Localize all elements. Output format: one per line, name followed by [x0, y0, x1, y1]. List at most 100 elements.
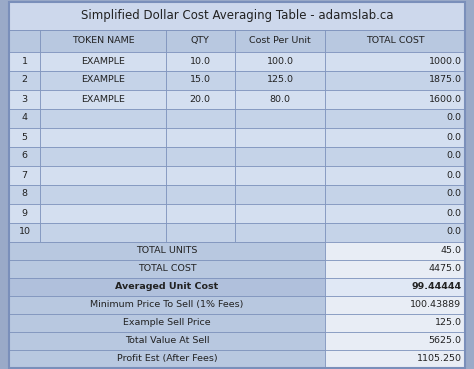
Bar: [326, 223, 465, 241]
Text: Total Value At Sell: Total Value At Sell: [125, 336, 209, 345]
Bar: [9, 331, 326, 349]
Bar: [166, 52, 235, 70]
Text: Profit Est (After Fees): Profit Est (After Fees): [117, 354, 217, 363]
Bar: [235, 166, 326, 184]
Text: TOKEN NAME: TOKEN NAME: [72, 36, 135, 45]
Bar: [9, 108, 40, 128]
Bar: [40, 90, 166, 108]
Bar: [235, 146, 326, 166]
Text: 125.0: 125.0: [435, 318, 462, 327]
Bar: [40, 108, 166, 128]
Text: Minimum Price To Sell (1% Fees): Minimum Price To Sell (1% Fees): [91, 300, 244, 309]
Bar: [40, 52, 166, 70]
Bar: [40, 203, 166, 223]
Bar: [326, 314, 465, 331]
Text: 5: 5: [21, 132, 27, 141]
Bar: [40, 128, 166, 146]
Text: 45.0: 45.0: [440, 246, 462, 255]
Text: 1: 1: [21, 56, 27, 66]
Text: 3: 3: [21, 94, 27, 103]
Text: 20.0: 20.0: [190, 94, 210, 103]
Bar: [326, 184, 465, 203]
Bar: [9, 166, 40, 184]
Bar: [326, 90, 465, 108]
Text: 1875.0: 1875.0: [428, 76, 462, 85]
Bar: [326, 259, 465, 277]
Bar: [166, 184, 235, 203]
Bar: [326, 146, 465, 166]
Bar: [9, 296, 326, 314]
Text: 1105.250: 1105.250: [417, 354, 462, 363]
Bar: [166, 223, 235, 241]
Bar: [9, 203, 40, 223]
Bar: [235, 203, 326, 223]
Bar: [235, 184, 326, 203]
Bar: [9, 30, 40, 52]
Text: 100.0: 100.0: [266, 56, 293, 66]
Bar: [9, 259, 326, 277]
Bar: [40, 146, 166, 166]
Bar: [9, 184, 40, 203]
Bar: [9, 70, 40, 90]
Bar: [9, 52, 40, 70]
Bar: [235, 90, 326, 108]
Text: 0.0: 0.0: [447, 170, 462, 179]
Text: 0.0: 0.0: [447, 208, 462, 217]
Bar: [326, 349, 465, 368]
Bar: [326, 166, 465, 184]
Text: 4: 4: [21, 114, 27, 123]
Bar: [166, 146, 235, 166]
Text: 15.0: 15.0: [190, 76, 210, 85]
Bar: [326, 203, 465, 223]
Bar: [40, 70, 166, 90]
Text: 2: 2: [21, 76, 27, 85]
Bar: [40, 184, 166, 203]
Bar: [235, 128, 326, 146]
Bar: [9, 277, 326, 296]
Bar: [9, 223, 40, 241]
Text: 99.44444: 99.44444: [411, 282, 462, 291]
Bar: [9, 349, 326, 368]
Bar: [326, 296, 465, 314]
Bar: [9, 90, 40, 108]
Bar: [9, 314, 326, 331]
Text: 9: 9: [21, 208, 27, 217]
Bar: [40, 166, 166, 184]
Bar: [326, 108, 465, 128]
Text: 125.0: 125.0: [266, 76, 293, 85]
Text: Simplified Dollar Cost Averaging Table - adamslab.ca: Simplified Dollar Cost Averaging Table -…: [81, 9, 393, 22]
Text: Example Sell Price: Example Sell Price: [123, 318, 211, 327]
Bar: [235, 52, 326, 70]
Bar: [235, 223, 326, 241]
Text: 10: 10: [18, 228, 30, 237]
Bar: [235, 108, 326, 128]
Bar: [326, 52, 465, 70]
Text: EXAMPLE: EXAMPLE: [81, 94, 125, 103]
Text: 6: 6: [21, 152, 27, 161]
Bar: [166, 108, 235, 128]
Text: QTY: QTY: [191, 36, 210, 45]
Text: Cost Per Unit: Cost Per Unit: [249, 36, 311, 45]
Text: 0.0: 0.0: [447, 228, 462, 237]
Bar: [166, 90, 235, 108]
Text: 1600.0: 1600.0: [428, 94, 462, 103]
Bar: [40, 223, 166, 241]
Text: 4475.0: 4475.0: [428, 264, 462, 273]
Text: Averaged Unit Cost: Averaged Unit Cost: [115, 282, 219, 291]
Bar: [166, 203, 235, 223]
Bar: [326, 70, 465, 90]
Bar: [326, 241, 465, 259]
Text: 0.0: 0.0: [447, 132, 462, 141]
Text: 1000.0: 1000.0: [428, 56, 462, 66]
Text: 80.0: 80.0: [270, 94, 291, 103]
Text: 5625.0: 5625.0: [428, 336, 462, 345]
Bar: [166, 128, 235, 146]
Bar: [235, 70, 326, 90]
Text: 0.0: 0.0: [447, 152, 462, 161]
Text: 100.43889: 100.43889: [410, 300, 462, 309]
Text: 8: 8: [21, 190, 27, 199]
Bar: [326, 277, 465, 296]
Text: TOTAL COST: TOTAL COST: [137, 264, 196, 273]
Bar: [166, 30, 235, 52]
Bar: [9, 1, 465, 30]
